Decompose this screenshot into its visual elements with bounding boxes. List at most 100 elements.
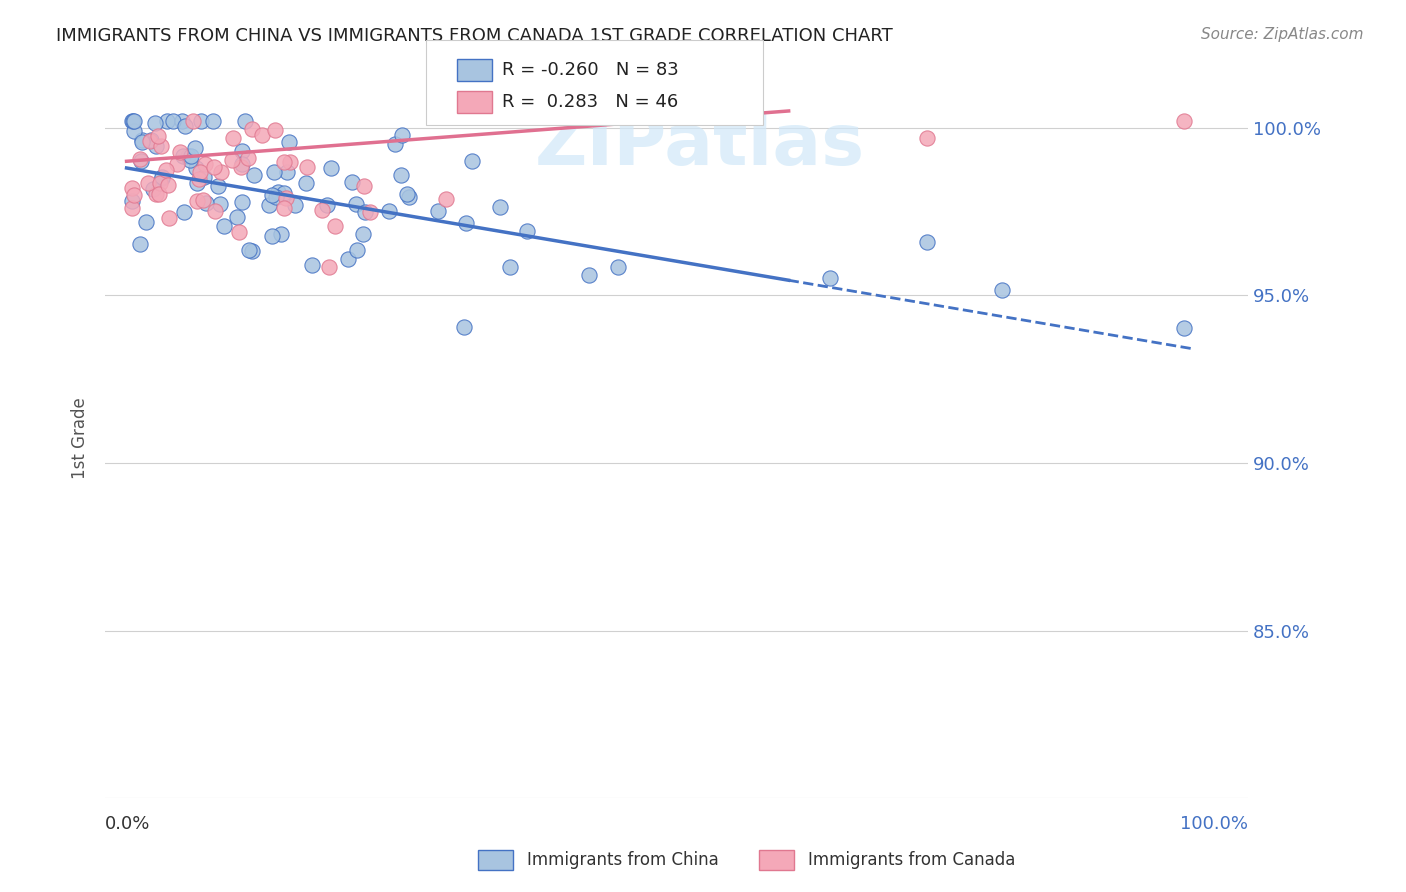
Text: IMMIGRANTS FROM CHINA VS IMMIGRANTS FROM CANADA 1ST GRADE CORRELATION CHART: IMMIGRANTS FROM CHINA VS IMMIGRANTS FROM… xyxy=(56,27,893,45)
Point xyxy=(179,153,201,167)
Point xyxy=(174,119,197,133)
Text: Source: ZipAtlas.com: Source: ZipAtlas.com xyxy=(1201,27,1364,42)
Point xyxy=(131,153,153,168)
Point xyxy=(186,194,208,209)
Point xyxy=(142,181,165,195)
Point xyxy=(191,193,214,207)
Point xyxy=(323,219,346,233)
Point xyxy=(454,216,477,230)
Point xyxy=(186,176,208,190)
Point xyxy=(278,155,301,169)
Point xyxy=(917,235,939,249)
Point xyxy=(188,165,211,179)
Point xyxy=(190,114,212,128)
Point xyxy=(395,187,418,202)
Point xyxy=(434,192,457,206)
Point xyxy=(236,151,259,165)
Point xyxy=(389,168,412,182)
Point xyxy=(231,157,253,171)
Point xyxy=(426,203,449,218)
Text: R = -0.260   N = 83: R = -0.260 N = 83 xyxy=(502,61,679,78)
Point xyxy=(1173,114,1195,128)
Point xyxy=(188,171,211,186)
Point xyxy=(122,124,145,138)
Point xyxy=(516,224,538,238)
Point xyxy=(344,197,367,211)
Point xyxy=(183,141,205,155)
Text: 0.0%: 0.0% xyxy=(105,815,150,833)
Point xyxy=(121,201,143,215)
Point xyxy=(121,194,143,209)
Point xyxy=(122,188,145,202)
Point xyxy=(398,190,420,204)
Point xyxy=(377,204,399,219)
Point xyxy=(156,178,179,192)
Point xyxy=(170,114,193,128)
Text: ZIPatlas: ZIPatlas xyxy=(534,112,865,180)
Point xyxy=(578,268,600,283)
Point xyxy=(212,219,235,233)
Point xyxy=(359,205,381,219)
Point xyxy=(238,243,260,257)
Point xyxy=(264,189,287,203)
Point xyxy=(318,260,340,275)
Point xyxy=(274,191,297,205)
Point xyxy=(150,170,173,185)
Point xyxy=(353,205,375,219)
Point xyxy=(136,176,159,190)
Point xyxy=(336,252,359,266)
Point xyxy=(221,153,243,168)
Point xyxy=(180,149,202,163)
Point xyxy=(231,160,253,174)
Point xyxy=(460,153,482,168)
Point xyxy=(489,200,512,214)
Point xyxy=(311,203,333,218)
Point xyxy=(181,114,204,128)
Point xyxy=(340,175,363,189)
Point xyxy=(273,201,295,215)
Point xyxy=(267,185,290,199)
Point xyxy=(262,228,284,243)
Point xyxy=(135,215,157,229)
Text: 100.0%: 100.0% xyxy=(1180,815,1249,833)
Point xyxy=(316,198,339,212)
Point xyxy=(169,145,191,159)
Point xyxy=(173,205,195,219)
Point xyxy=(453,320,475,334)
Point xyxy=(148,187,170,202)
Point xyxy=(145,138,167,153)
Point xyxy=(128,152,150,166)
Point xyxy=(138,134,160,148)
Point xyxy=(346,243,368,257)
Point xyxy=(209,164,232,178)
Point xyxy=(149,176,172,190)
Point xyxy=(295,176,318,190)
Point xyxy=(155,163,177,178)
Point xyxy=(128,237,150,252)
Point xyxy=(917,131,939,145)
Point xyxy=(384,137,406,152)
Point xyxy=(202,114,225,128)
Point xyxy=(273,154,295,169)
Point xyxy=(264,123,287,137)
Point xyxy=(121,114,143,128)
Point xyxy=(139,133,162,147)
Point xyxy=(222,131,245,145)
Point xyxy=(270,227,292,242)
Point xyxy=(204,203,226,218)
Text: Immigrants from Canada: Immigrants from Canada xyxy=(808,851,1015,869)
Point xyxy=(172,149,194,163)
Point xyxy=(149,138,172,153)
Point xyxy=(231,144,253,158)
Point xyxy=(297,160,319,174)
Point xyxy=(606,260,628,275)
Point xyxy=(156,114,179,128)
Point xyxy=(194,157,217,171)
Point xyxy=(233,114,256,128)
Point xyxy=(991,283,1014,297)
Point xyxy=(818,271,841,285)
Point xyxy=(226,210,249,224)
Point xyxy=(231,194,253,209)
Point xyxy=(122,114,145,128)
Point xyxy=(262,188,284,202)
